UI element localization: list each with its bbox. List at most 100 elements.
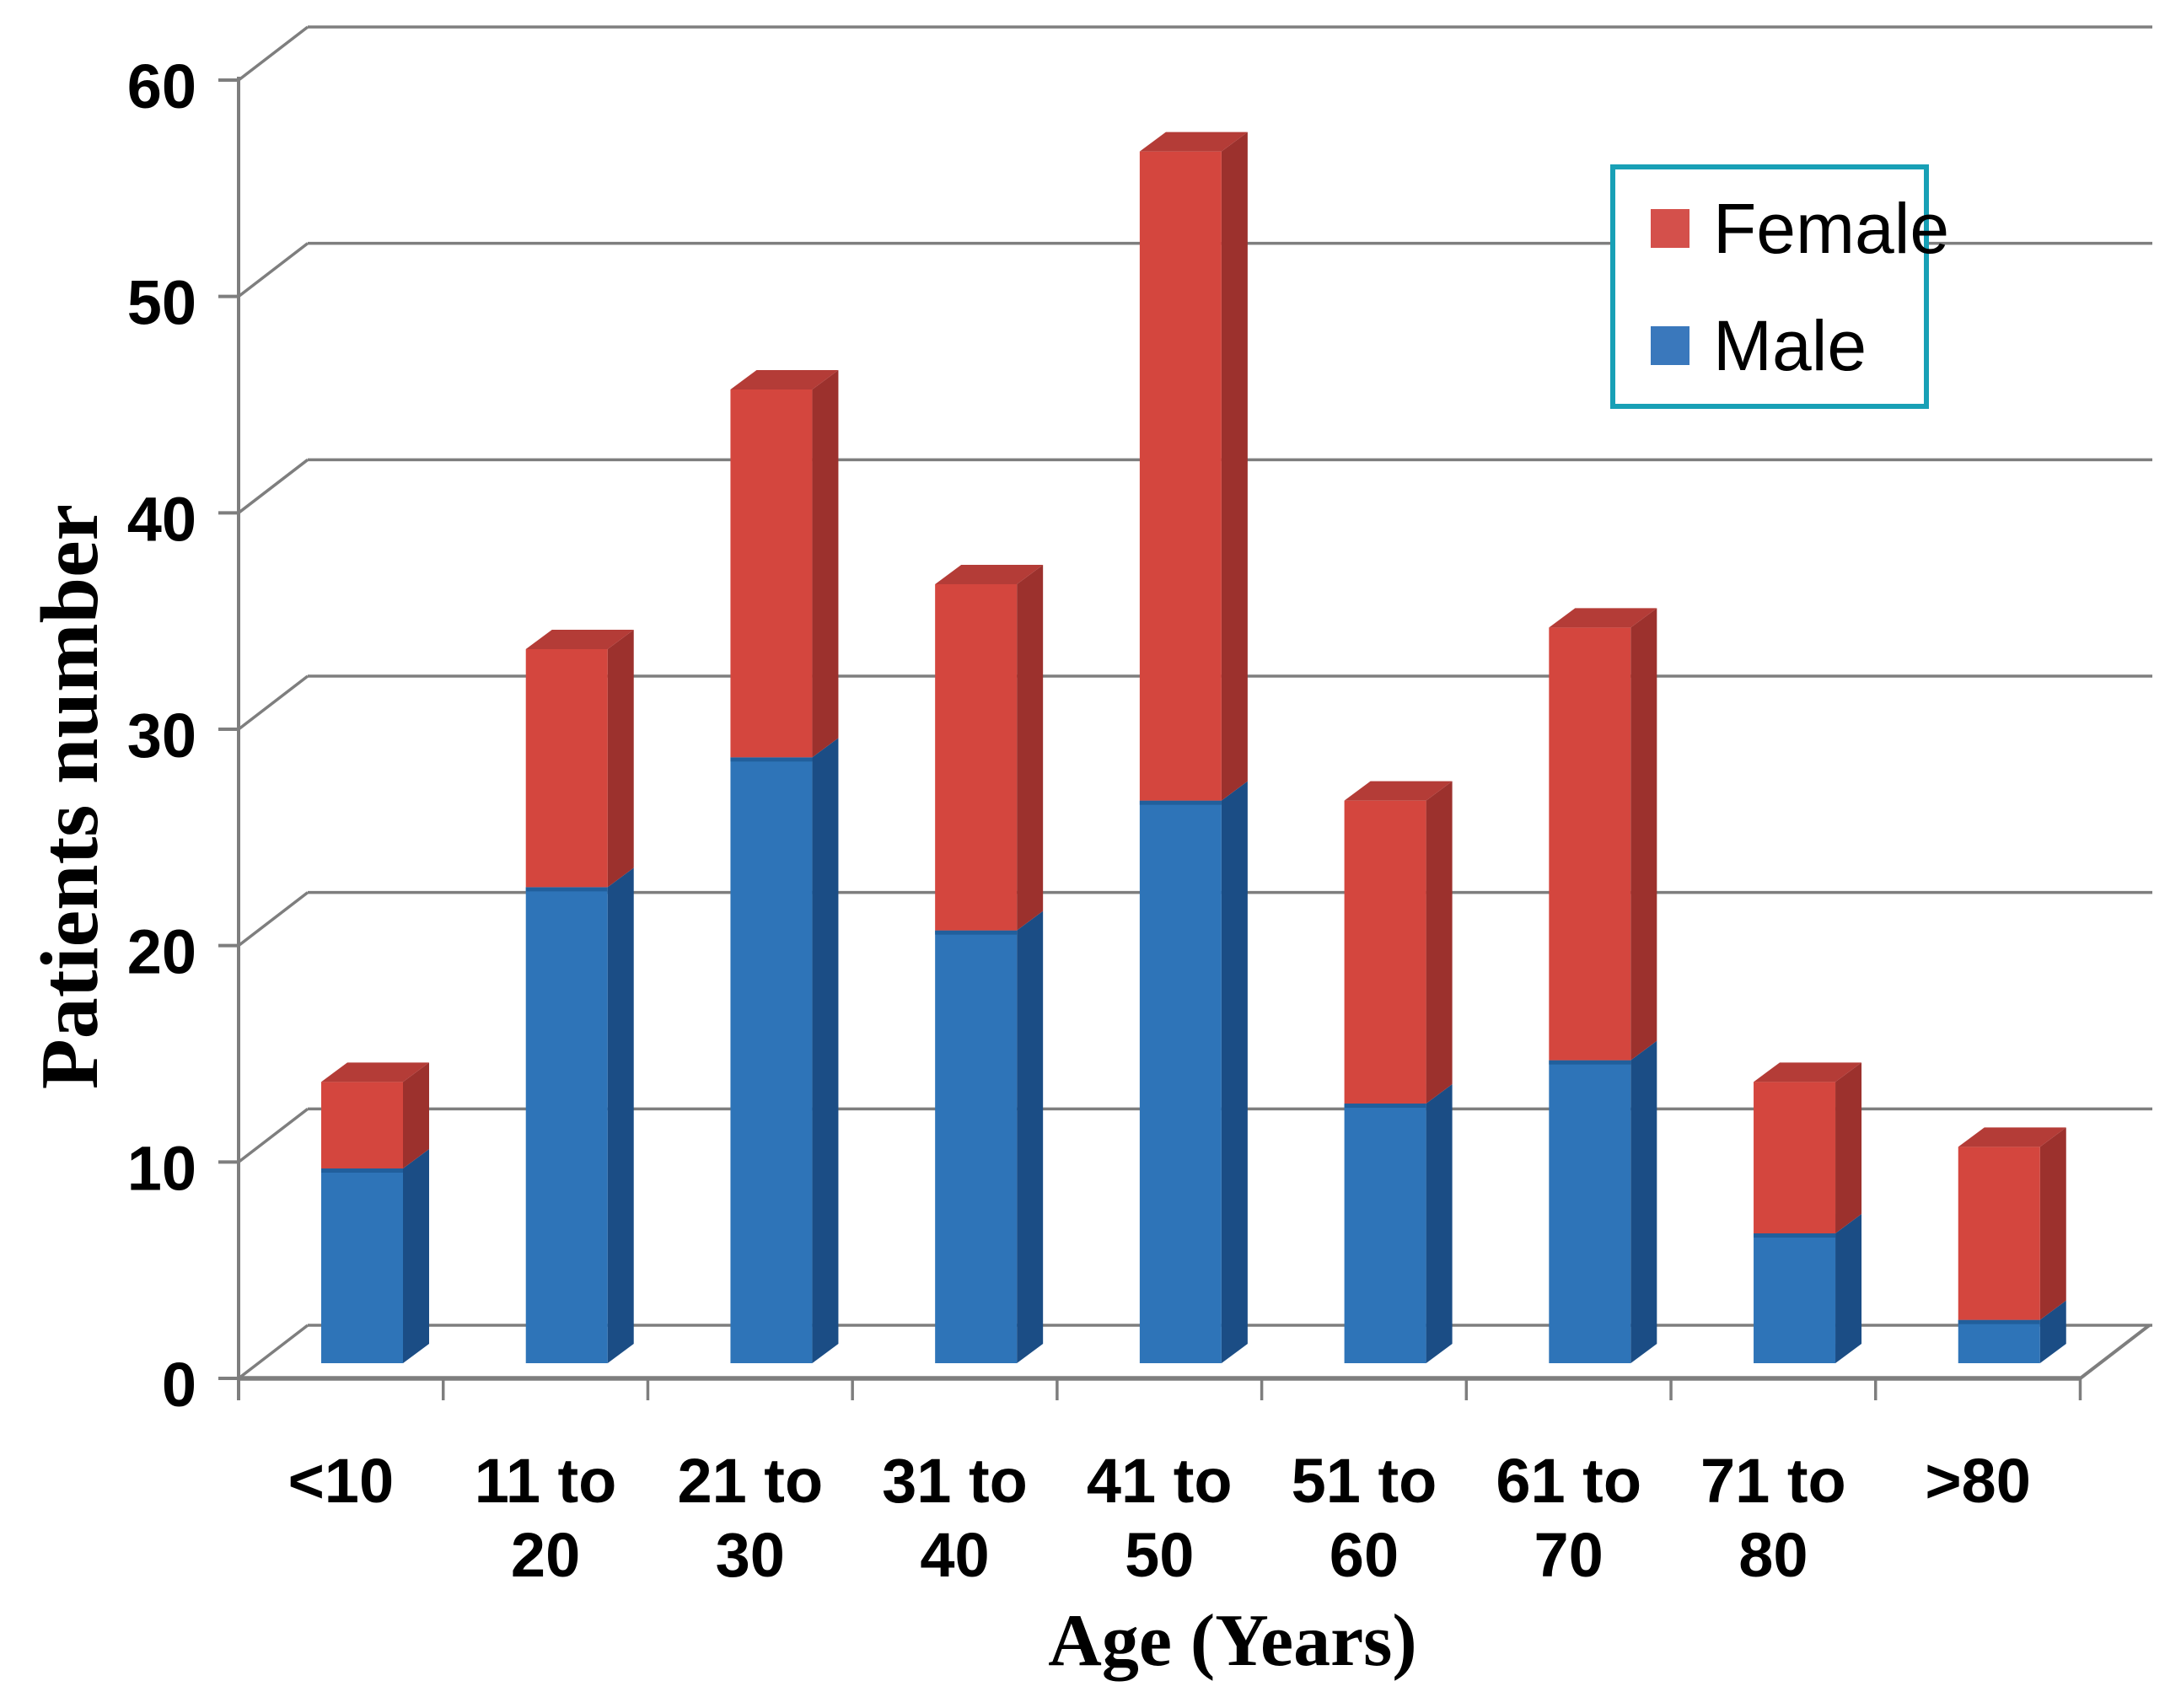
legend-label-female: Female [1713,189,1949,268]
female-side-face [2039,1127,2066,1320]
male-front-face [1549,1060,1631,1363]
male-front-face [1139,800,1222,1363]
male-top-edge [1344,1103,1426,1108]
bar-61 to 70 [1549,608,1657,1363]
male-side-face [1426,1083,1453,1363]
x-category-label-line: 80 [1738,1520,1808,1590]
bar-51 to 60 [1344,781,1453,1363]
x-category-label-line: >80 [1925,1446,2031,1516]
female-top-face [1549,608,1657,628]
male-top-edge [730,757,813,762]
male-side-face [812,738,839,1363]
female-top-face [935,564,1044,584]
male-front-face [321,1168,403,1363]
x-category-labels: <10 11 to 20 21 to 30 31 to 40 41 to 50 51 to 60 61… [288,1446,2031,1590]
female-front-face [1958,1147,2040,1320]
x-category-label-71 to 80: 71 to 80 [1700,1446,1846,1590]
y-axis-title: Patients number [24,504,115,1089]
floor-right-edge [2079,1324,2151,1380]
x-category-label-line: 31 to [882,1446,1028,1516]
male-top-edge [935,930,1018,935]
male-front-face [525,887,608,1363]
x-category-label-<10: <10 [288,1446,395,1516]
male-side-face [1017,910,1044,1363]
y-tick-label-40: 40 [127,484,196,554]
female-front-face [525,648,608,888]
female-top-face [525,629,634,649]
bar-21 to 30 [730,369,839,1363]
legend-box [1610,164,1929,409]
x-category-label-line: 41 to [1087,1446,1233,1516]
x-category-label-11 to 20: 11 to 20 [475,1446,617,1590]
female-front-face [730,389,813,758]
female-side-face [812,369,839,758]
bar-31 to 40 [935,564,1044,1363]
gridline-side-20 [237,891,309,948]
male-top-edge [1754,1233,1836,1238]
male-front-face [1958,1319,2040,1363]
female-top-face [1344,781,1453,801]
female-front-face [1344,800,1426,1104]
x-category-label-line: 60 [1330,1520,1399,1590]
male-top-edge [321,1168,403,1173]
bar-41 to 50 [1139,132,1248,1363]
legend-label-male: Male [1713,306,1867,385]
legend: Female Male [1610,164,1949,409]
bar-<10 [321,1062,429,1363]
x-category-label-line: 30 [716,1520,785,1590]
legend-swatch-male [1651,326,1689,365]
female-top-face [321,1062,429,1082]
gridline-side-60 [237,25,309,82]
female-side-face [607,629,634,888]
x-category-label-line: 21 to [677,1446,823,1516]
male-top-edge [1549,1060,1631,1065]
female-side-face [1630,608,1657,1061]
gridline-side-10 [237,1107,309,1163]
x-category-label-line: 50 [1125,1520,1194,1590]
x-category-label-line: 20 [511,1520,580,1590]
bar-11 to 20 [525,629,634,1363]
y-tick-label-20: 20 [127,917,196,987]
female-front-face [1139,151,1222,801]
female-top-face [1958,1127,2066,1147]
y-tick-label-60: 60 [127,51,196,121]
male-side-face [1630,1040,1657,1363]
y-tick-label-50: 50 [127,268,196,338]
male-side-face [1221,781,1248,1363]
y-tick-label-0: 0 [162,1350,196,1420]
male-top-edge [1958,1319,2040,1324]
bars [321,132,2066,1363]
y-tick-labels: 0 10 20 30 40 50 60 [127,51,196,1420]
male-front-face [935,930,1018,1363]
x-category-label-31 to 40: 31 to 40 [882,1446,1028,1590]
bar-71 to 80 [1754,1062,1862,1363]
x-category-label-61 to 70: 61 to 70 [1496,1446,1641,1590]
female-side-face [1835,1062,1862,1233]
x-category-label-line: 11 to [475,1446,617,1516]
x-category-label-line: 40 [920,1520,989,1590]
female-side-face [403,1062,429,1168]
female-top-face [730,369,839,389]
x-category-label-line: 71 to [1700,1446,1846,1516]
male-top-edge [525,887,608,892]
x-axis-title: Age (Years) [1048,1600,1416,1682]
gridline-side-0 [237,1324,309,1380]
x-category-label-line: 61 to [1496,1446,1641,1516]
x-category-label-line: <10 [288,1446,395,1516]
male-side-face [403,1148,429,1363]
male-front-face [1754,1233,1836,1363]
legend-swatch-female [1651,209,1689,248]
x-category-label-line: 51 to [1292,1446,1437,1516]
female-side-face [1426,781,1453,1104]
female-side-face [1017,564,1044,931]
y-tick-label-30: 30 [127,701,196,771]
male-top-edge [1139,800,1222,805]
x-category-label->80: >80 [1925,1446,2031,1516]
female-side-face [1221,132,1248,801]
male-front-face [1344,1103,1426,1363]
bar->80 [1958,1127,2066,1363]
gridline-side-30 [237,674,309,731]
x-category-label-line: 70 [1534,1520,1604,1590]
